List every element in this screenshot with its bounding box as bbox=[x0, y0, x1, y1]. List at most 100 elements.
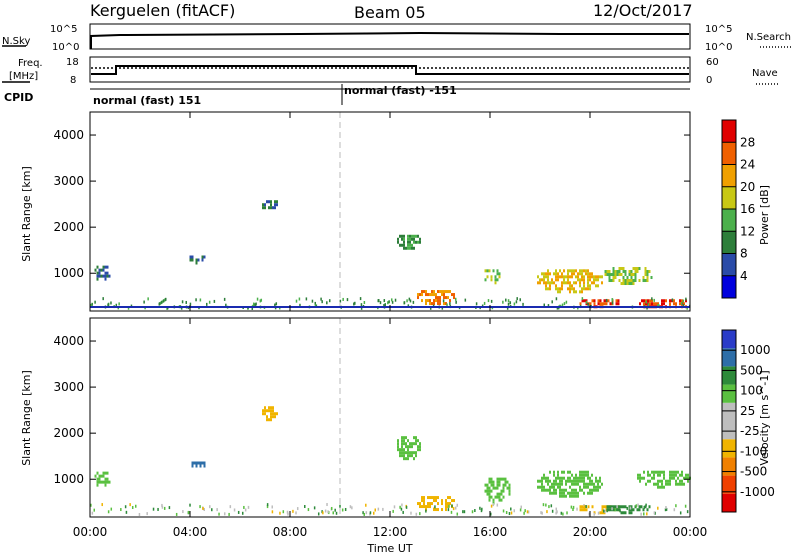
echo-cell bbox=[591, 491, 593, 495]
echo-cell bbox=[161, 503, 163, 507]
echo-cell bbox=[545, 287, 547, 291]
echo-cell bbox=[421, 293, 423, 297]
echo-cell bbox=[423, 499, 425, 503]
echo-cell bbox=[559, 494, 561, 498]
echo-cell bbox=[628, 508, 631, 512]
echo-cell bbox=[377, 507, 380, 511]
echo-cell bbox=[663, 485, 665, 489]
echo-cell bbox=[243, 505, 245, 509]
echo-cell bbox=[571, 479, 573, 483]
echo-cell bbox=[664, 508, 667, 512]
echo-cell bbox=[555, 272, 557, 276]
echo-cell bbox=[492, 480, 495, 484]
xlabel: Time UT bbox=[366, 542, 412, 554]
echo-cell bbox=[191, 461, 194, 465]
echo-cell bbox=[569, 281, 571, 285]
echo-cell bbox=[643, 476, 645, 480]
echo-cell bbox=[168, 506, 171, 510]
echo-cell bbox=[667, 479, 669, 483]
echo-cell bbox=[496, 503, 499, 507]
echo-cell bbox=[683, 482, 685, 486]
echo-cell bbox=[561, 303, 564, 307]
echo-cell bbox=[653, 473, 655, 477]
echo-cell bbox=[653, 298, 655, 302]
echo-cell bbox=[262, 409, 264, 413]
echo-cell bbox=[488, 480, 491, 484]
echo-cell bbox=[292, 509, 294, 513]
echo-cell bbox=[637, 473, 639, 477]
echo-cell bbox=[587, 482, 589, 486]
echo-cell bbox=[593, 512, 595, 516]
echo-cell bbox=[403, 301, 406, 305]
echo-cell bbox=[587, 491, 589, 495]
echo-cell bbox=[622, 276, 625, 280]
echo-cell bbox=[399, 451, 401, 455]
echo-cell bbox=[199, 461, 202, 465]
echo-cell bbox=[624, 273, 627, 277]
echo-cell bbox=[387, 301, 389, 305]
echo-cell bbox=[431, 502, 433, 506]
echo-cell bbox=[502, 486, 505, 490]
echo-cell bbox=[513, 509, 516, 513]
echo-cell bbox=[555, 507, 558, 511]
echo-cell bbox=[527, 510, 530, 514]
echo-cell bbox=[611, 298, 613, 302]
echo-cell bbox=[409, 240, 411, 244]
echo-cell bbox=[573, 269, 575, 273]
echo-cell bbox=[502, 495, 505, 499]
echo-cell bbox=[575, 479, 577, 483]
echo-cell bbox=[445, 296, 447, 300]
echo-cell bbox=[417, 439, 419, 443]
echo-cell bbox=[439, 296, 441, 300]
echo-cell bbox=[685, 299, 687, 303]
echo-cell bbox=[353, 302, 355, 306]
echo-cell bbox=[450, 510, 453, 514]
echo-cell bbox=[409, 234, 411, 238]
echo-cell bbox=[272, 206, 274, 210]
echo-cell bbox=[551, 278, 553, 282]
echo-cell bbox=[409, 299, 412, 303]
echo-cell bbox=[559, 287, 561, 291]
echo-cell bbox=[427, 505, 429, 509]
echo-cell bbox=[572, 505, 575, 509]
echo-cell bbox=[182, 510, 184, 514]
echo-cell bbox=[522, 302, 524, 306]
echo-cell bbox=[620, 267, 623, 271]
echo-cell bbox=[555, 269, 557, 273]
echo-cell bbox=[270, 409, 272, 413]
echo-cell bbox=[569, 287, 571, 291]
echo-cell bbox=[500, 498, 503, 502]
colorbar-segment bbox=[722, 209, 736, 232]
echo-cell bbox=[488, 477, 491, 481]
echo-cell bbox=[435, 508, 437, 512]
echo-cell bbox=[445, 502, 447, 506]
echo-cell bbox=[125, 510, 128, 514]
echo-cell bbox=[567, 479, 569, 483]
echo-cell bbox=[587, 284, 589, 288]
echo-cell bbox=[448, 504, 450, 508]
echo-cell bbox=[506, 480, 509, 484]
echo-cell bbox=[591, 272, 593, 276]
echo-cell bbox=[663, 473, 665, 477]
echo-cell bbox=[409, 442, 411, 446]
echo-cell bbox=[669, 470, 671, 474]
echo-cell bbox=[264, 409, 266, 413]
echo-cell bbox=[471, 510, 474, 514]
echo-cell bbox=[553, 488, 555, 492]
echo-cell bbox=[311, 299, 314, 303]
echo-cell bbox=[608, 505, 611, 509]
echo-cell bbox=[677, 470, 679, 474]
echo-cell bbox=[599, 485, 601, 489]
echo-cell bbox=[407, 237, 409, 241]
echo-cell bbox=[433, 299, 435, 303]
echo-cell bbox=[579, 476, 581, 480]
echo-cell bbox=[321, 300, 323, 304]
echo-cell bbox=[679, 299, 681, 303]
power-echo-layer bbox=[90, 200, 691, 310]
echo-cell bbox=[667, 482, 669, 486]
echo-cell bbox=[401, 503, 403, 507]
echo-cell bbox=[411, 234, 413, 238]
echo-cell bbox=[496, 483, 499, 487]
echo-cell bbox=[500, 489, 503, 493]
echo-cell bbox=[206, 302, 208, 306]
